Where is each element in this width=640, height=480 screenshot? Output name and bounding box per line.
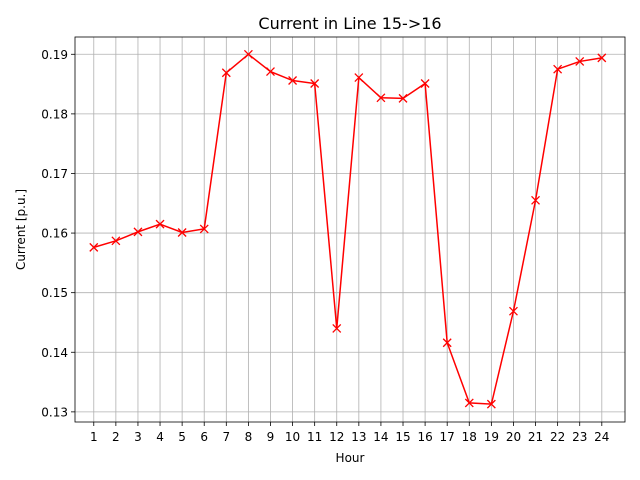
data-point <box>597 53 607 63</box>
plot-frame <box>74 36 626 423</box>
y-tick-label: 0.16 <box>41 227 68 241</box>
marker-stroke <box>199 224 209 234</box>
marker-stroke <box>133 227 143 237</box>
x-tick-label: 12 <box>329 430 344 444</box>
data-point <box>508 306 518 316</box>
marker-stroke <box>111 236 121 246</box>
marker-stroke <box>575 56 585 66</box>
data-point <box>111 236 121 246</box>
marker-stroke <box>89 242 99 252</box>
data-point <box>221 68 231 78</box>
marker-stroke <box>420 79 430 88</box>
x-tick-label: 14 <box>373 430 388 444</box>
marker-stroke <box>354 73 364 82</box>
y-tick-label: 0.18 <box>41 107 68 121</box>
grid <box>75 37 625 422</box>
x-tick-label: 22 <box>550 430 565 444</box>
marker-stroke <box>442 338 452 348</box>
x-tick-label: 17 <box>440 430 455 444</box>
x-tick-label: 7 <box>222 430 230 444</box>
marker-stroke <box>266 67 275 77</box>
marker-stroke <box>464 398 474 408</box>
x-tick-label: 8 <box>245 430 253 444</box>
y-tick-label: 0.13 <box>41 405 68 419</box>
x-tick-label: 10 <box>285 430 300 444</box>
x-axis-label: Hour <box>336 451 365 465</box>
x-tick-label: 11 <box>307 430 322 444</box>
data-point <box>199 224 209 234</box>
x-tick-label: 20 <box>506 430 521 444</box>
y-tick-label: 0.14 <box>41 346 68 360</box>
data-point <box>177 228 187 237</box>
data-point <box>553 64 563 74</box>
marker-stroke <box>531 195 541 205</box>
chart-title: Current in Line 15->16 <box>258 14 441 33</box>
x-tick-label: 18 <box>462 430 477 444</box>
x-tick-label: 23 <box>572 430 587 444</box>
data-point <box>288 76 298 85</box>
x-tick-label: 15 <box>395 430 410 444</box>
data-point <box>442 338 452 348</box>
data-point <box>89 242 99 252</box>
y-tick-label: 0.15 <box>41 286 68 300</box>
marker-stroke <box>332 323 342 333</box>
data-point <box>243 49 253 59</box>
x-tick-label: 24 <box>594 430 609 444</box>
x-tick-label: 6 <box>200 430 208 444</box>
series-line <box>93 53 602 405</box>
data-point <box>354 73 364 82</box>
x-axis: 1 2 3 4 5 6 7 8 9 10 11 12 13 14 15 16 17 18 19 20 21 22 23 24 <box>90 422 609 444</box>
data-point <box>332 323 342 333</box>
data-point <box>464 398 474 408</box>
y-axis-label: Current [p.u.] <box>14 189 28 270</box>
marker-stroke <box>376 93 386 103</box>
x-tick-label: 2 <box>112 430 120 444</box>
data-point <box>398 93 408 103</box>
x-tick-label: 4 <box>156 430 164 444</box>
x-tick-label: 3 <box>134 430 142 444</box>
marker-stroke <box>243 49 253 59</box>
y-axis: 0.13 0.14 0.15 0.16 0.17 0.18 0.19 <box>41 48 75 419</box>
data-point <box>420 79 430 88</box>
marker-stroke <box>288 76 298 85</box>
marker-stroke <box>597 53 607 63</box>
marker-stroke <box>310 79 320 88</box>
marker-stroke <box>221 68 231 78</box>
data-point <box>266 67 275 77</box>
x-tick-label: 19 <box>484 430 499 444</box>
x-tick-label: 1 <box>90 430 98 444</box>
x-tick-label: 13 <box>351 430 366 444</box>
data-point <box>376 93 386 103</box>
y-tick-label: 0.19 <box>41 48 68 62</box>
x-tick-label: 16 <box>417 430 432 444</box>
marker-stroke <box>553 64 563 74</box>
marker-stroke <box>398 93 408 103</box>
data-point <box>531 195 541 205</box>
x-tick-label: 9 <box>267 430 275 444</box>
data-point <box>486 399 496 409</box>
data-point <box>155 219 165 229</box>
x-tick-label: 5 <box>178 430 186 444</box>
marker-stroke <box>508 306 518 316</box>
x-tick-label: 21 <box>528 430 543 444</box>
y-tick-label: 0.17 <box>41 167 68 181</box>
marker-stroke <box>177 228 187 237</box>
marker-stroke <box>486 399 496 409</box>
data-point <box>575 56 585 66</box>
data-point <box>133 227 143 237</box>
data-point <box>310 79 320 88</box>
marker-stroke <box>155 219 165 229</box>
series-layer <box>89 49 607 409</box>
